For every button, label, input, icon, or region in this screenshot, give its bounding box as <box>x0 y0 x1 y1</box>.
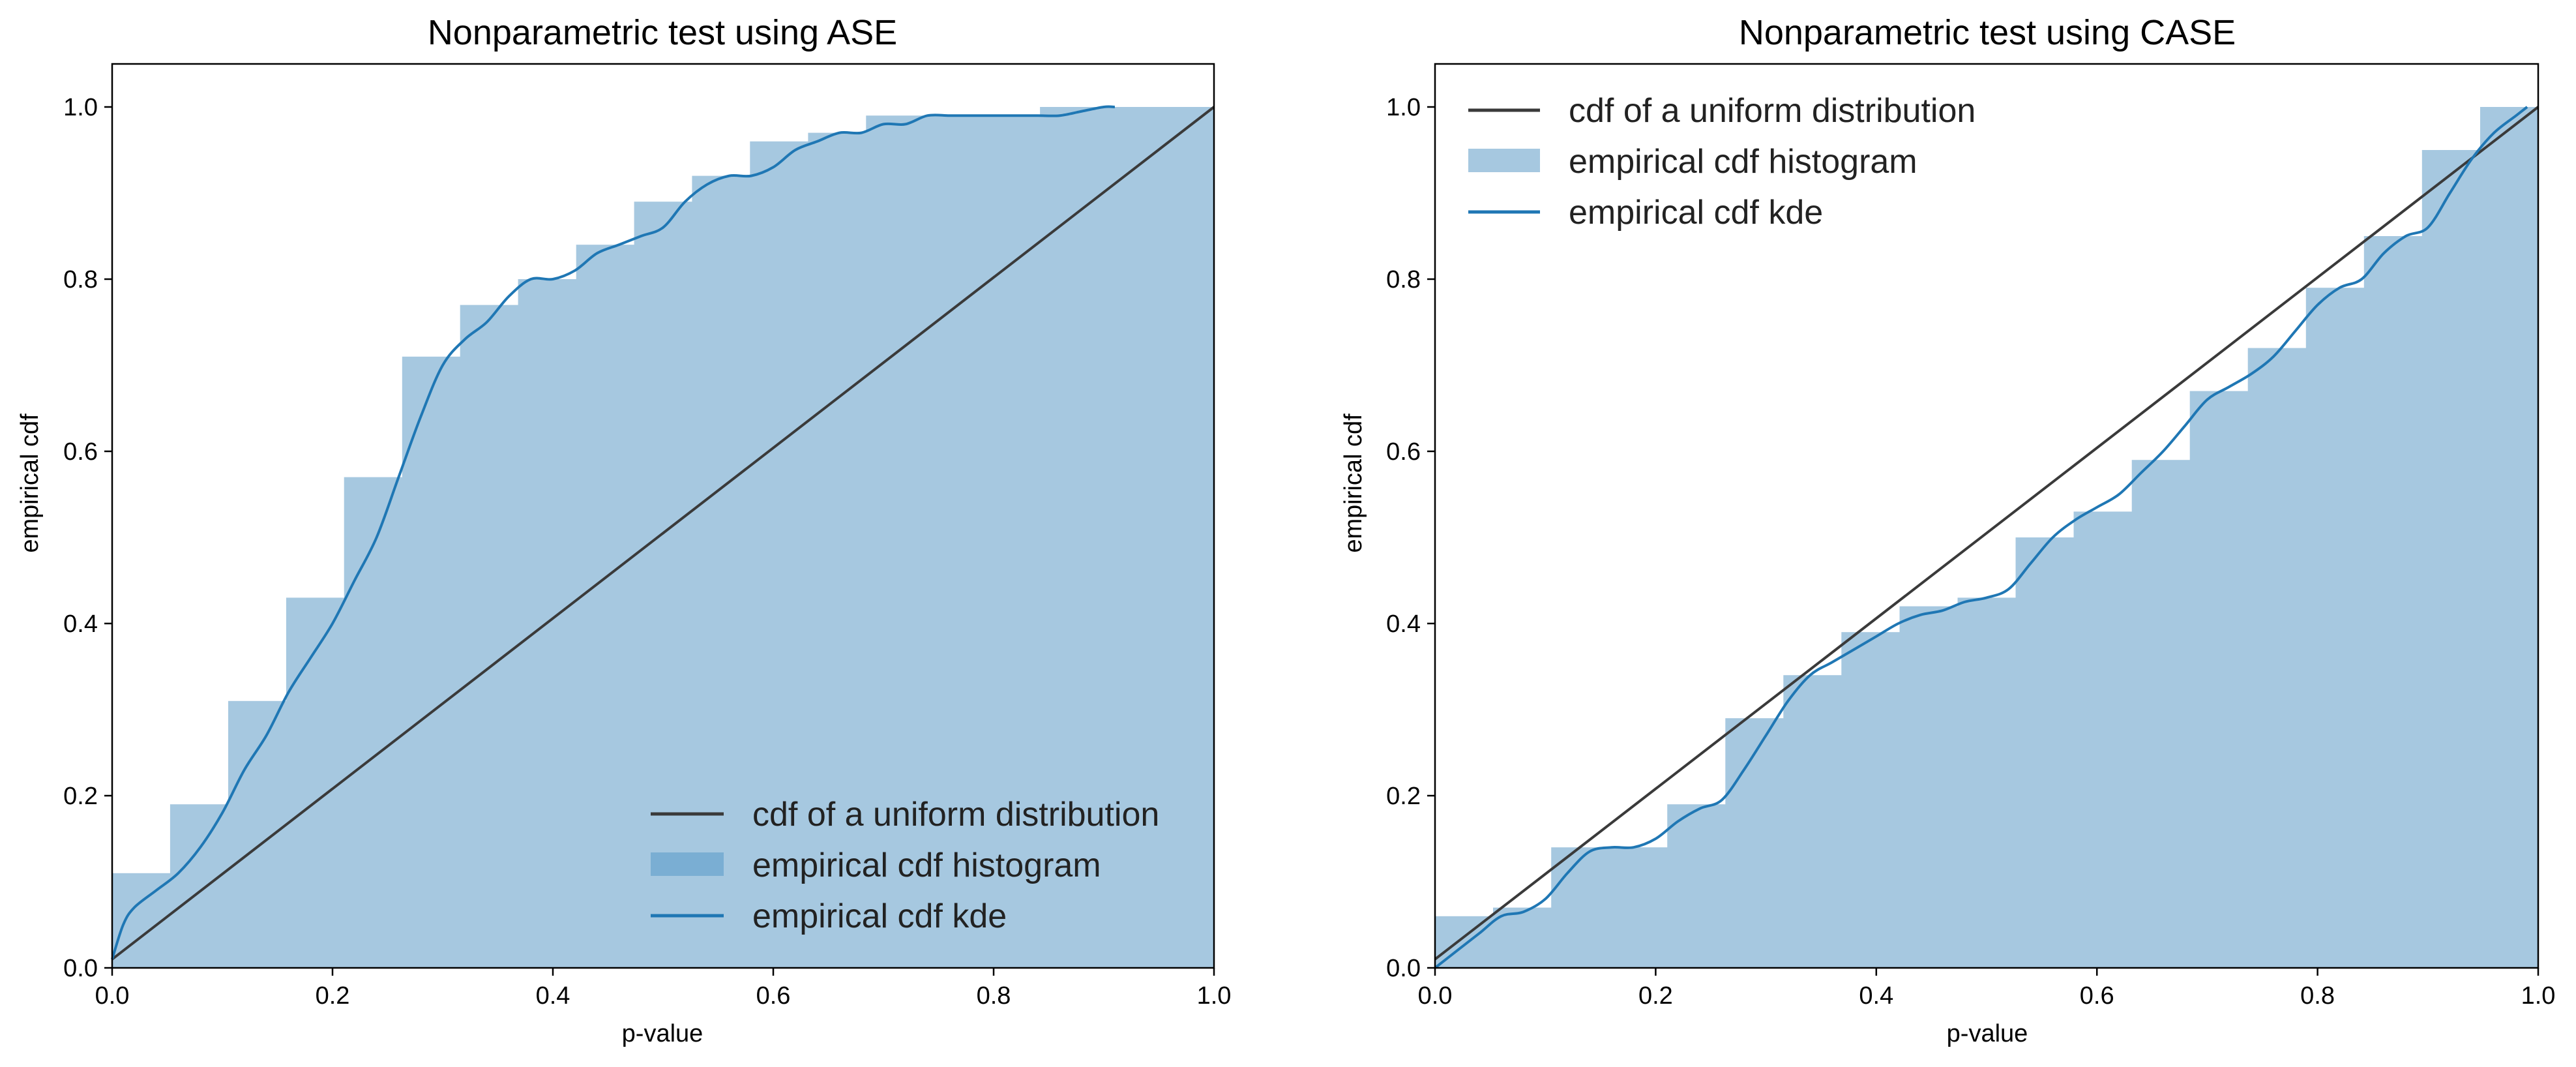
histogram-bar <box>2189 391 2249 968</box>
histogram-bar <box>228 700 287 968</box>
x-axis-ticks: 0.0 0.2 0.4 0.6 0.8 1.0 <box>95 968 1232 1010</box>
y-axis-ticks: 0.0 0.2 0.4 0.6 0.8 1.0 <box>63 94 112 982</box>
x-tick-label: 0.2 <box>316 982 350 1010</box>
histogram-bar <box>2247 348 2307 968</box>
histogram-bar <box>344 477 403 968</box>
histogram-bar <box>2305 288 2365 969</box>
legend-histogram-swatch <box>1468 149 1540 172</box>
histogram-bar <box>1783 675 1842 968</box>
histogram-bar <box>1841 632 1901 968</box>
histogram-bar <box>692 175 750 969</box>
histogram-bar <box>1040 107 1099 968</box>
histogram-bar <box>1551 847 1610 968</box>
x-tick-label: 0.0 <box>1418 982 1453 1010</box>
kde-line <box>111 105 1115 960</box>
y-tick-label: 0.8 <box>1386 266 1421 293</box>
y-tick-label: 0.6 <box>1386 438 1421 466</box>
histogram-bar <box>2131 460 2191 968</box>
x-tick-label: 0.6 <box>756 982 791 1010</box>
y-tick-label: 0.4 <box>63 610 98 638</box>
x-tick-label: 0.2 <box>1638 982 1673 1010</box>
histogram-bar <box>924 115 983 969</box>
histogram-bar <box>1957 597 2017 968</box>
x-tick-label: 1.0 <box>2521 982 2556 1010</box>
uniform-cdf-line <box>1434 106 2539 961</box>
histogram-bars <box>112 107 1215 969</box>
y-tick-label: 0.0 <box>63 955 98 982</box>
legend-histogram-swatch <box>651 852 724 876</box>
legend-label-uniform: cdf of a uniform distribution <box>752 796 1159 834</box>
histogram-bar <box>402 356 461 968</box>
y-tick-label: 0.0 <box>1386 955 1421 982</box>
y-axis-ticks: 0.0 0.2 0.4 0.6 0.8 1.0 <box>1386 94 1435 982</box>
x-axis-label: p-value <box>1947 1020 2028 1047</box>
chart-title: Nonparametric test using ASE <box>428 13 897 52</box>
histogram-bar <box>634 202 693 969</box>
kde-line <box>1434 106 2528 969</box>
y-tick-label: 0.2 <box>1386 783 1421 810</box>
histogram-bar <box>1899 606 1959 968</box>
histogram-bar <box>286 597 345 968</box>
histogram-bar <box>1156 107 1215 968</box>
chart-title: Nonparametric test using CASE <box>1739 13 2236 52</box>
histogram-bar <box>1667 804 1726 968</box>
histogram-bar <box>2480 107 2539 968</box>
x-axis-ticks: 0.0 0.2 0.4 0.6 0.8 1.0 <box>1418 968 2556 1010</box>
histogram-bar <box>2363 236 2423 968</box>
y-axis-label: empirical cdf <box>1340 413 1367 553</box>
x-axis-label: p-value <box>622 1020 703 1047</box>
legend: cdf of a uniform distribution empirical … <box>1468 92 1976 232</box>
histogram-bar <box>2421 150 2481 968</box>
histogram-bars <box>1435 107 2539 969</box>
histogram-bar <box>2015 537 2075 968</box>
histogram-bar <box>750 141 808 968</box>
y-tick-label: 0.8 <box>63 266 98 293</box>
y-tick-label: 1.0 <box>1386 94 1421 121</box>
y-tick-label: 0.4 <box>1386 610 1421 638</box>
plot-frame <box>111 63 1215 969</box>
legend-label-kde: empirical cdf kde <box>752 897 1007 935</box>
x-tick-label: 0.6 <box>2080 982 2114 1010</box>
y-tick-label: 0.2 <box>63 783 98 810</box>
chart-panel-ase: Nonparametric test using ASE 0.0 0.2 0.4 0.… <box>16 13 1231 1047</box>
x-tick-label: 0.4 <box>536 982 570 1010</box>
y-tick-label: 0.6 <box>63 438 98 466</box>
histogram-bar <box>1609 847 1668 968</box>
uniform-cdf-line <box>111 106 1215 961</box>
histogram-bar <box>1098 107 1157 968</box>
legend-label-histogram: empirical cdf histogram <box>752 847 1101 884</box>
y-axis-label: empirical cdf <box>16 413 44 553</box>
histogram-bar <box>982 115 1041 969</box>
histogram-bar <box>866 115 925 969</box>
histogram-bar <box>460 305 519 969</box>
x-tick-label: 0.8 <box>2300 982 2335 1010</box>
chart-panel-case: Nonparametric test using CASE 0.0 0.2 0.4 0… <box>1340 13 2555 1047</box>
histogram-bar <box>1725 718 1784 968</box>
legend-label-uniform: cdf of a uniform distribution <box>1569 92 1976 130</box>
histogram-bar <box>808 132 866 969</box>
histogram-bar <box>170 804 229 968</box>
histogram-bar <box>1493 907 1552 968</box>
plot-frame <box>1434 63 2539 969</box>
legend-label-histogram: empirical cdf histogram <box>1569 143 1917 181</box>
x-tick-label: 0.4 <box>1859 982 1893 1010</box>
histogram-bar <box>2073 511 2133 968</box>
x-tick-label: 0.0 <box>95 982 130 1010</box>
histogram-bar <box>576 245 635 969</box>
x-tick-label: 1.0 <box>1197 982 1232 1010</box>
y-tick-label: 1.0 <box>63 94 98 121</box>
legend: cdf of a uniform distribution empirical … <box>651 796 1159 935</box>
legend-label-kde: empirical cdf kde <box>1569 194 1823 232</box>
x-tick-label: 0.8 <box>977 982 1011 1010</box>
